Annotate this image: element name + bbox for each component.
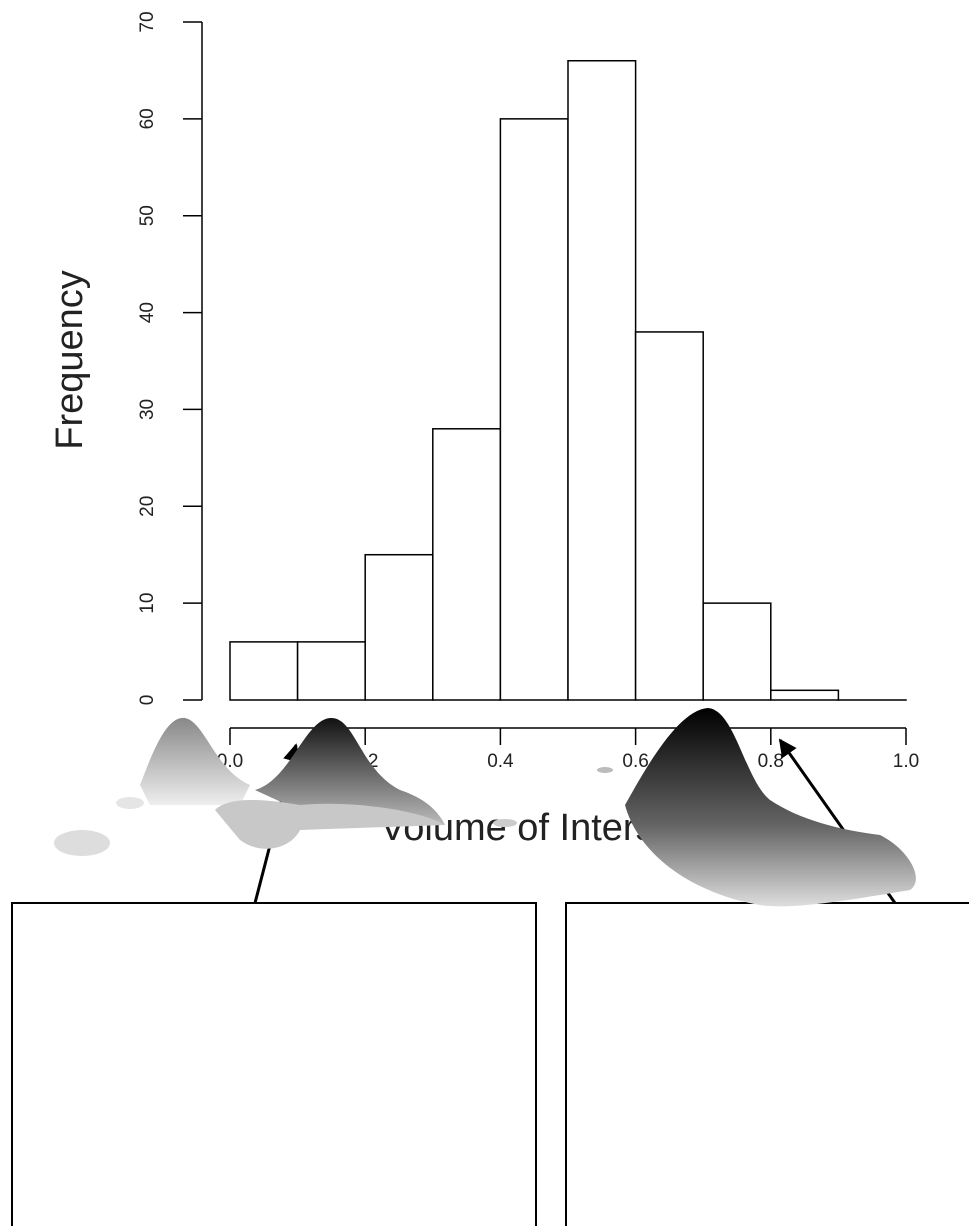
density-base — [215, 800, 445, 849]
density-blob — [54, 830, 110, 856]
y-axis-title: Frequency — [49, 270, 91, 450]
x-tick-label: 0.6 — [622, 751, 648, 772]
y-tick-label: 0 — [137, 695, 158, 706]
density-blob — [597, 767, 613, 773]
bar — [229, 641, 299, 701]
bar — [567, 59, 637, 701]
density-blob — [493, 819, 517, 827]
bar — [702, 602, 772, 701]
bar — [364, 553, 434, 701]
inset-high — [565, 902, 969, 1226]
y-tick-label: 40 — [137, 302, 158, 323]
y-tick-label: 60 — [137, 108, 158, 129]
bar — [296, 641, 366, 701]
density-peak — [140, 717, 250, 805]
bar — [432, 428, 502, 701]
bar — [499, 118, 569, 701]
x-tick-label: 1.0 — [893, 751, 919, 772]
y-tick-label: 50 — [137, 205, 158, 226]
y-tick-label: 10 — [137, 593, 158, 614]
x-tick-label: 0.4 — [487, 751, 514, 772]
bar — [634, 331, 704, 701]
insets — [11, 708, 969, 1226]
y-tick-label: 70 — [137, 11, 158, 32]
density-blob — [116, 797, 144, 809]
plot: Volume of Intersection Frequency 0102030… — [49, 11, 919, 849]
inset-low — [11, 902, 537, 1226]
y-tick-label: 30 — [137, 399, 158, 420]
y-tick-label: 20 — [137, 496, 158, 517]
density-peak — [625, 708, 916, 907]
x-tick-label: 0.8 — [758, 751, 784, 772]
bar — [770, 689, 840, 701]
density-peak — [255, 717, 445, 825]
